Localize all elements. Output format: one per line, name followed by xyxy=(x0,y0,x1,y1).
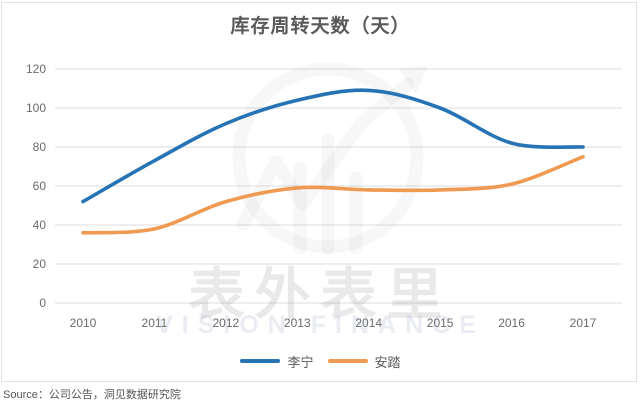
chart-legend: 李宁 安踏 xyxy=(0,352,641,370)
y-tick-label: 0 xyxy=(39,296,46,310)
legend-item-li-ning: 李宁 xyxy=(240,352,314,371)
gridlines xyxy=(55,68,622,304)
y-tick-label: 80 xyxy=(32,140,46,154)
chart-card xyxy=(1,2,637,382)
x-tick-label: 2015 xyxy=(426,316,454,330)
y-tick-label: 20 xyxy=(32,257,46,271)
x-tick-label: 2013 xyxy=(283,316,311,330)
y-tick-label: 100 xyxy=(25,101,46,115)
y-tick-label: 40 xyxy=(32,218,46,232)
legend-item-anta: 安踏 xyxy=(327,352,401,371)
x-tick-label: 2010 xyxy=(69,316,97,330)
series-line-李宁 xyxy=(81,88,585,204)
anta-line-swatch xyxy=(327,358,368,364)
series-lines xyxy=(81,88,585,235)
series-line-安踏 xyxy=(81,155,585,235)
x-tick-label: 2012 xyxy=(212,316,240,330)
x-tick-label: 2016 xyxy=(498,316,525,330)
watermark-logo-icon xyxy=(232,62,428,255)
chart-title: 库存周转天数（天） xyxy=(230,16,411,37)
y-tick-label: 60 xyxy=(32,179,46,193)
x-tick-label: 2017 xyxy=(569,316,597,330)
y-tick-label: 120 xyxy=(25,62,46,76)
legend-label-anta: 安踏 xyxy=(374,354,401,370)
x-tick-label: 2014 xyxy=(355,316,383,330)
source-note: Source：公司公告，洞见数据研究院 xyxy=(3,389,181,401)
legend-label-li-ning: 李宁 xyxy=(287,354,314,370)
li-ning-line-swatch xyxy=(240,358,281,364)
x-tick-label: 2011 xyxy=(141,316,168,330)
